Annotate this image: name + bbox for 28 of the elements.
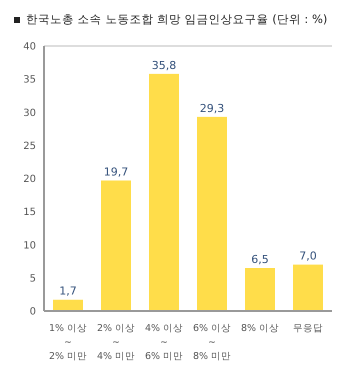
chart-title: 한국노총 소속 노동조합 희망 임금인상요구율 (단위 : %) (26, 12, 328, 27)
data-label: 19,7 (104, 165, 128, 178)
x-tick-label: 1% 이상 ~ 2% 미만 (48, 323, 88, 362)
y-tick-label: 35 (23, 74, 36, 86)
bar (101, 180, 131, 311)
x-tick-label: 4% 이상 ~ 6% 미만 (144, 323, 184, 362)
x-tick-label: 무응답 (293, 323, 323, 334)
x-tick-label: 8% 이상 (240, 323, 280, 334)
x-tick-label: 6% 이상 ~ 8% 미만 (192, 323, 232, 362)
y-tick-label: 30 (23, 108, 36, 119)
y-tick-label: 40 (23, 42, 36, 53)
y-tick-label: 20 (23, 174, 36, 186)
y-tick-label: 5 (30, 273, 36, 284)
data-label: 1,7 (59, 284, 77, 298)
y-tick-label: 0 (30, 306, 36, 318)
y-tick-label: 15 (23, 207, 36, 218)
y-tick-label: 10 (23, 240, 36, 252)
bar (293, 264, 323, 311)
bar (245, 268, 275, 311)
bar (53, 300, 83, 311)
data-label: 29,3 (200, 102, 224, 115)
bar (149, 74, 179, 311)
y-tick-label: 25 (23, 140, 36, 152)
bar (197, 116, 227, 311)
data-label: 6,5 (251, 252, 269, 266)
x-tick-label: 2% 이상 ~ 4% 미만 (96, 323, 136, 362)
data-label: 35,8 (152, 58, 176, 72)
data-label: 7,0 (299, 250, 317, 263)
